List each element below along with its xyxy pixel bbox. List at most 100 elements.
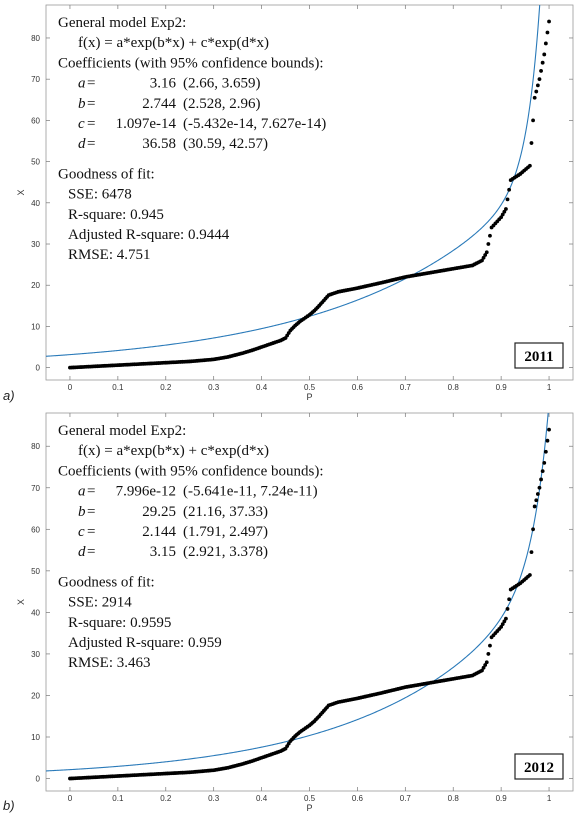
- x-tick-label: 0.2: [160, 794, 172, 803]
- year-label: 2012: [524, 760, 554, 776]
- model-title: General model Exp2:: [58, 423, 186, 439]
- coefficient-equals: =: [87, 136, 95, 152]
- x-tick-label: 0.7: [400, 383, 412, 392]
- data-point: [542, 52, 547, 57]
- y-tick-label: 70: [31, 484, 40, 493]
- model-formula: f(x) = a*exp(b*x) + c*exp(d*x): [78, 35, 269, 51]
- data-point: [481, 665, 486, 670]
- goodness-of-fit-item: R-square: 0.9595: [68, 615, 171, 631]
- coefficient-value: 3.15: [150, 544, 176, 560]
- x-tick-label: 0.6: [352, 383, 364, 392]
- coefficient-equals: =: [87, 524, 95, 540]
- data-point: [547, 427, 551, 432]
- data-point: [488, 233, 492, 238]
- plot-area: [45, 4, 574, 381]
- coefficient-value: 2.144: [142, 524, 176, 540]
- x-tick-label: 0.1: [112, 383, 124, 392]
- data-point: [534, 89, 539, 94]
- chart-panel-a: 0 0.1 0.2 0.3 0.4 0.5 0.6 0.7 0.8 0.9 1 0 10 20 30 40 50…: [0, 0, 578, 403]
- data-point: [542, 460, 547, 465]
- data-point: [537, 485, 542, 490]
- coefficient-bounds: (21.16, 37.33): [183, 504, 268, 520]
- coefficient-bounds: (2.921, 3.378): [183, 544, 268, 560]
- data-point: [481, 255, 486, 260]
- chart-panel-b: 0 0.1 0.2 0.3 0.4 0.5 0.6 0.7 0.8 0.9 1 0 10 20 30 40 50…: [0, 408, 578, 813]
- data-point: [532, 504, 537, 509]
- x-tick-label: 0.3: [208, 383, 220, 392]
- coefficient-value: 7.996e-12: [116, 484, 176, 500]
- coefficient-value: 3.16: [150, 76, 177, 92]
- coefficient-name: c: [78, 116, 85, 132]
- data-point: [539, 477, 543, 482]
- y-tick-label: 50: [31, 158, 40, 167]
- plot-content: [46, 413, 551, 781]
- coefficients-title: Coefficients (with 95% confidence bounds…: [58, 463, 324, 479]
- coefficient-equals: =: [87, 484, 95, 500]
- data-point: [543, 449, 548, 454]
- goodness-of-fit-item: Adjusted R-square: 0.9444: [68, 227, 230, 243]
- coefficient-equals: =: [87, 116, 95, 132]
- goodness-of-fit-item: RMSE: 4.751: [68, 247, 151, 263]
- coefficient-value: 2.744: [142, 96, 176, 112]
- data-point: [531, 527, 535, 532]
- x-tick-label: 0.6: [352, 794, 364, 803]
- y-axis-label: X: [16, 599, 26, 605]
- goodness-of-fit-item: Adjusted R-square: 0.959: [68, 635, 222, 651]
- data-point: [540, 60, 545, 65]
- panel-label-b: b): [3, 798, 15, 813]
- coefficient-equals: =: [87, 504, 95, 520]
- data-point: [507, 597, 512, 602]
- data-point: [488, 643, 492, 648]
- data-point: [500, 212, 505, 217]
- x-tick-label: 0.8: [448, 794, 460, 803]
- fit-curve: [46, 413, 549, 772]
- data-point: [484, 660, 489, 665]
- goodness-of-fit-title: Goodness of fit:: [58, 166, 155, 182]
- coefficient-name: b: [78, 96, 86, 112]
- x-tick-label: 0: [68, 383, 73, 392]
- data-point: [529, 550, 534, 555]
- coefficient-bounds: (2.66, 3.659): [183, 76, 261, 92]
- x-tick-label: 0.7: [400, 794, 412, 803]
- x-tick-label: 0.4: [256, 794, 268, 803]
- y-tick-label: 40: [31, 199, 40, 208]
- plot-area: [45, 412, 574, 792]
- coefficient-value: 29.25: [142, 504, 176, 520]
- data-point: [505, 197, 510, 202]
- data-point: [484, 250, 489, 255]
- y-tick-label: 20: [31, 281, 40, 290]
- data-point: [499, 215, 504, 220]
- data-point: [535, 83, 540, 88]
- model-formula: f(x) = a*exp(b*x) + c*exp(d*x): [78, 443, 269, 459]
- x-axis-label: P: [306, 392, 312, 402]
- goodness-of-fit-item: SSE: 2914: [68, 595, 132, 611]
- y-axis-label: X: [16, 189, 26, 195]
- coefficients-title: Coefficients (with 95% confidence bounds…: [58, 55, 324, 71]
- data-point: [483, 253, 488, 257]
- y-tick-label: 0: [36, 364, 41, 373]
- data-point: [502, 619, 507, 624]
- coefficient-value: 36.58: [142, 136, 176, 152]
- x-tick-label: 0.9: [496, 794, 508, 803]
- data-point: [486, 652, 491, 656]
- y-tick-label: 70: [31, 75, 40, 84]
- y-tick-label: 30: [31, 650, 40, 659]
- coefficient-equals: =: [87, 544, 95, 560]
- x-tick-label: 0.9: [496, 383, 508, 392]
- data-point: [483, 663, 488, 667]
- y-tick-label: 60: [31, 525, 40, 534]
- y-tick-label: 0: [36, 775, 41, 784]
- data-point: [507, 187, 512, 192]
- coefficient-bounds: (30.59, 42.57): [183, 136, 268, 152]
- coefficient-bounds: (-5.641e-11, 7.24e-11): [183, 484, 318, 500]
- x-tick-label: 0.2: [160, 383, 172, 392]
- coefficient-name: a: [78, 484, 86, 500]
- data-point: [547, 19, 551, 24]
- y-tick-label: 30: [31, 240, 40, 249]
- coefficient-equals: =: [87, 76, 95, 92]
- chart-svg-a: 0 0.1 0.2 0.3 0.4 0.5 0.6 0.7 0.8 0.9 101020304050…: [16, 4, 574, 402]
- data-point: [545, 438, 550, 443]
- year-label: 2011: [524, 349, 553, 365]
- data-point: [527, 163, 532, 168]
- y-tick-label: 10: [31, 733, 40, 742]
